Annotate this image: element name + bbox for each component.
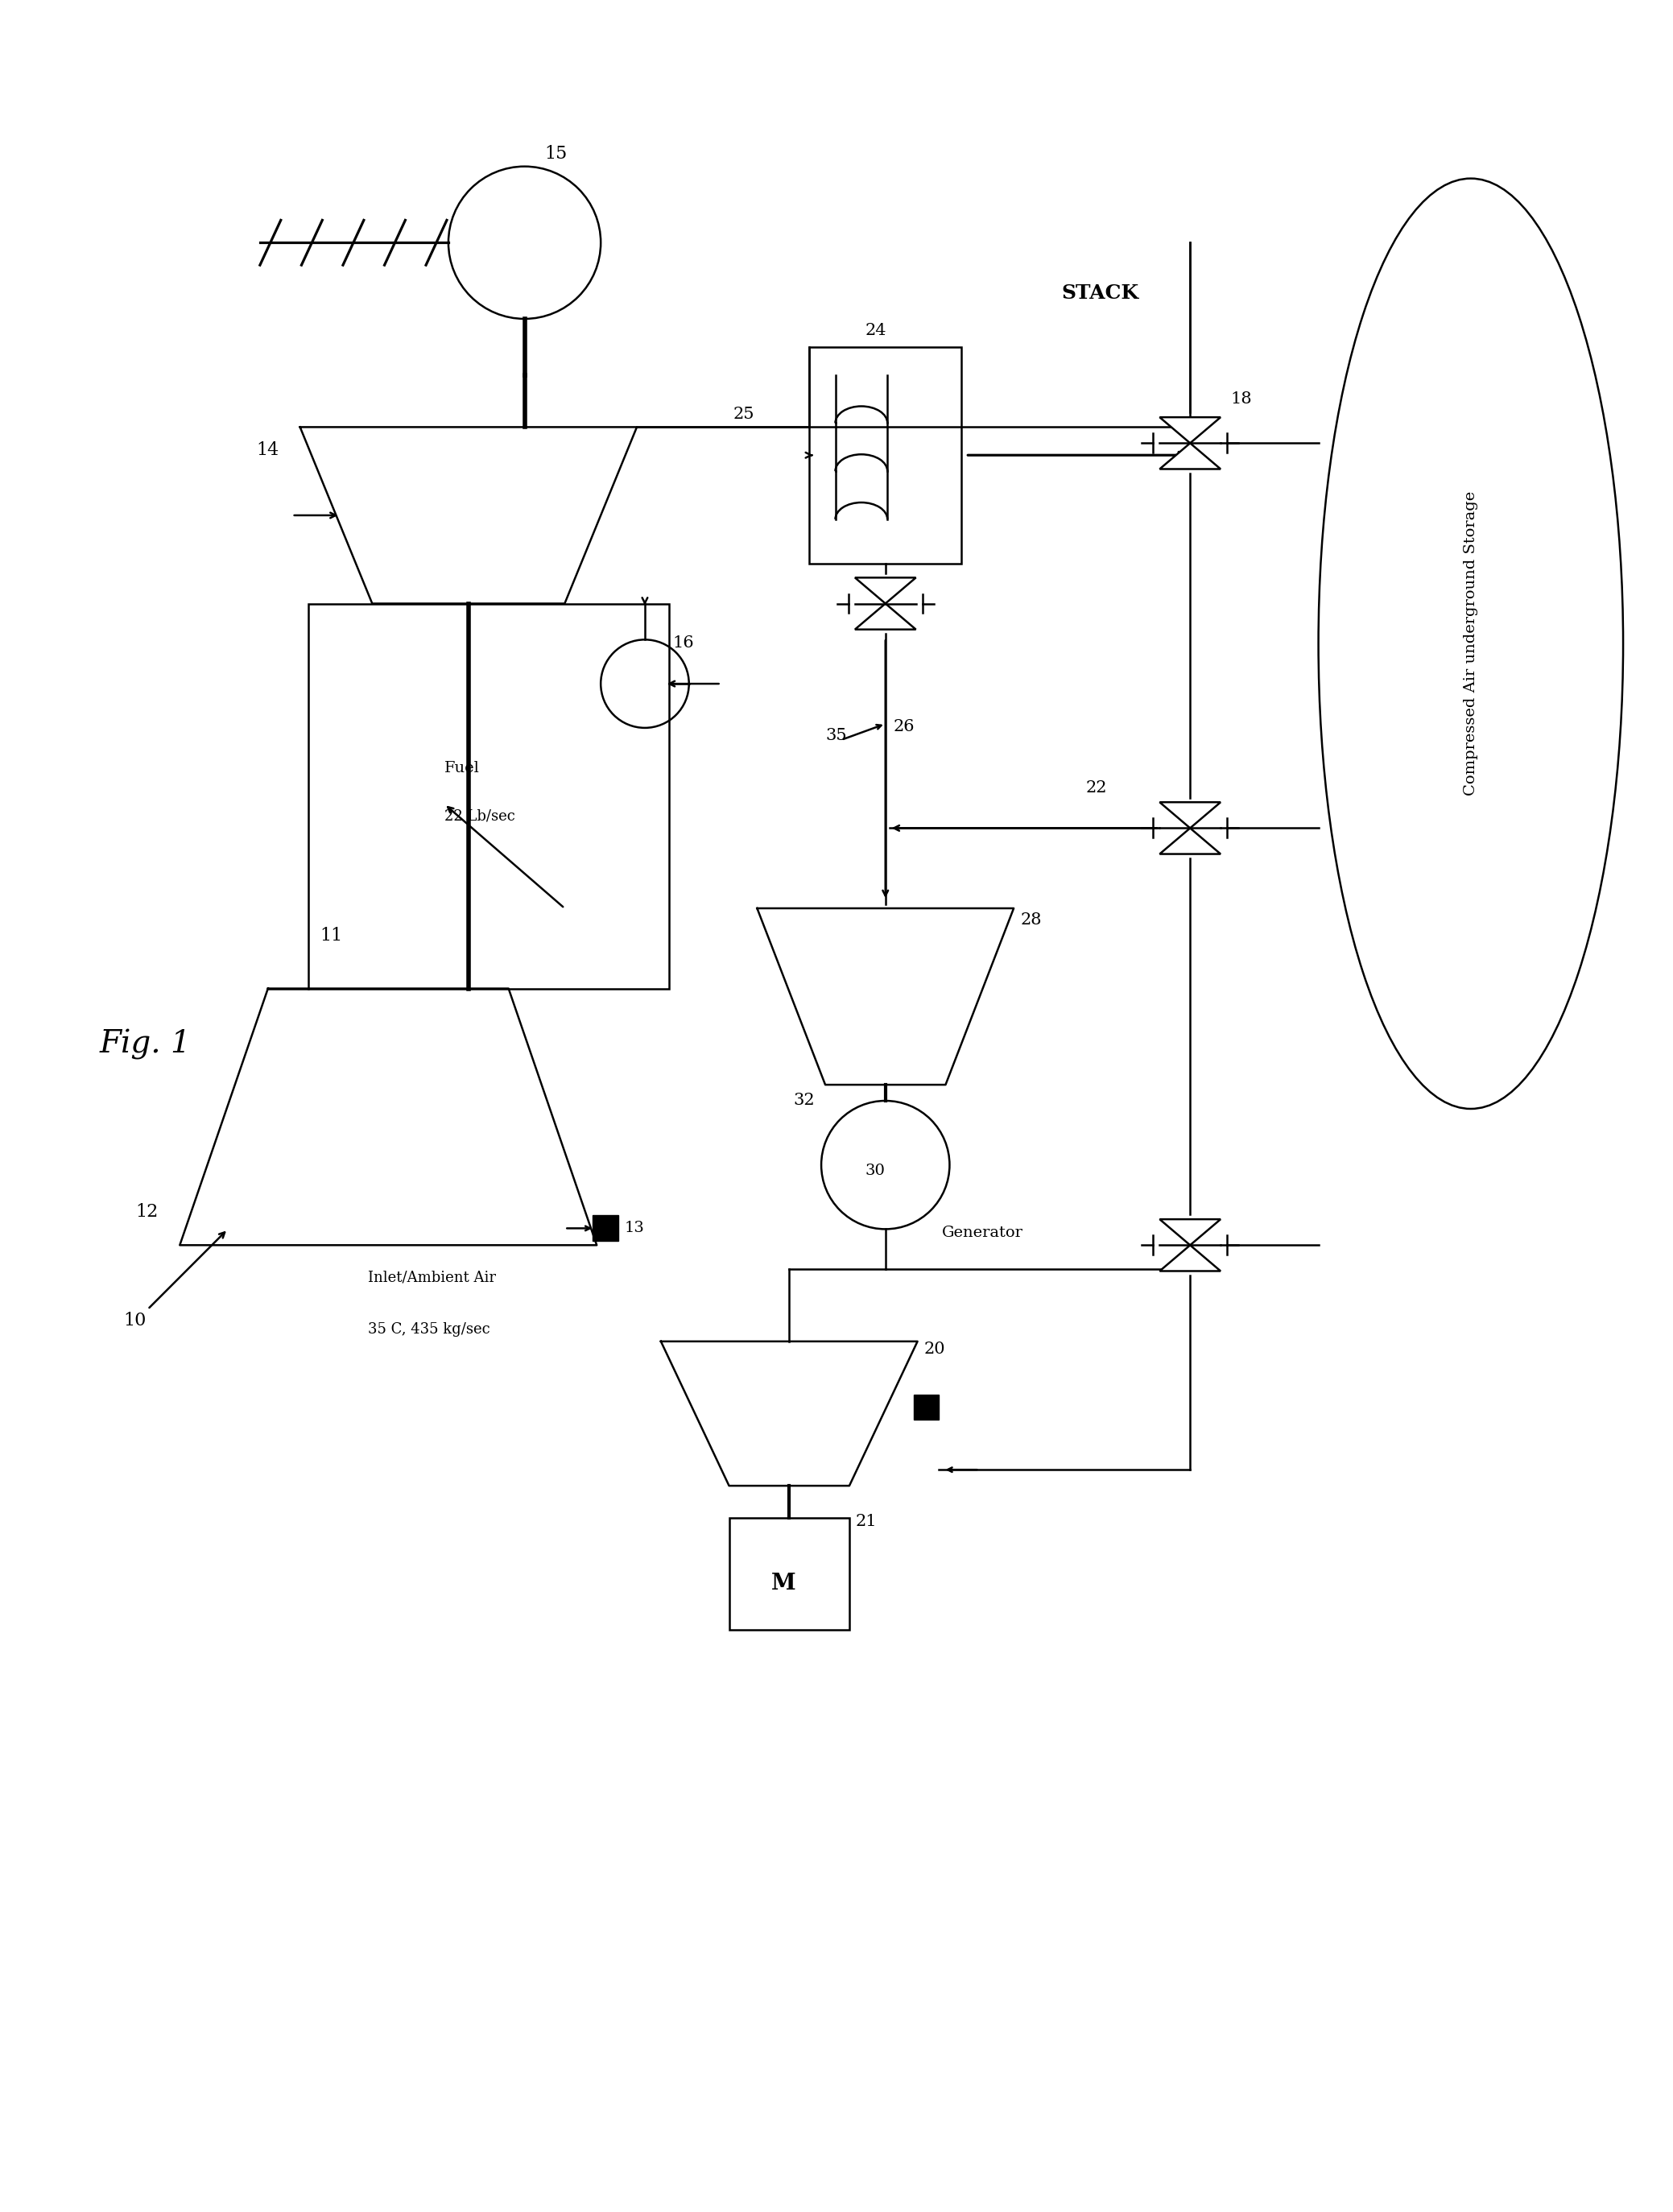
Polygon shape: [1159, 1219, 1221, 1245]
Polygon shape: [1159, 803, 1221, 827]
Text: Inlet/Ambient Air: Inlet/Ambient Air: [368, 1270, 497, 1285]
Polygon shape: [1159, 418, 1221, 442]
Text: 11: 11: [320, 927, 343, 945]
Text: 28: 28: [1021, 911, 1042, 927]
Text: 12: 12: [136, 1203, 159, 1221]
Text: 16: 16: [673, 635, 694, 650]
Polygon shape: [855, 604, 915, 630]
Text: 10: 10: [124, 1312, 147, 1329]
Text: STACK: STACK: [1062, 283, 1139, 303]
Bar: [729, 1517, 850, 1630]
Text: 21: 21: [857, 1513, 877, 1528]
Polygon shape: [1159, 1245, 1221, 1272]
Text: Fuel: Fuel: [445, 761, 480, 774]
Text: 35: 35: [825, 728, 847, 743]
Bar: [810, 347, 962, 564]
Polygon shape: [1159, 827, 1221, 854]
Text: 26: 26: [893, 719, 915, 734]
Text: 24: 24: [865, 323, 887, 338]
Text: 25: 25: [733, 407, 755, 422]
Text: M: M: [771, 1573, 796, 1595]
Text: Fig. 1: Fig. 1: [100, 1029, 191, 1060]
Text: Generator: Generator: [942, 1225, 1022, 1241]
Polygon shape: [1159, 442, 1221, 469]
Bar: [308, 604, 669, 989]
Text: 13: 13: [624, 1221, 644, 1237]
Text: 20: 20: [923, 1340, 945, 1356]
Text: Compressed Air underground Storage: Compressed Air underground Storage: [1464, 491, 1477, 796]
Polygon shape: [855, 577, 915, 604]
Text: 22: 22: [1086, 781, 1108, 796]
Text: 30: 30: [865, 1164, 885, 1177]
Text: 14: 14: [256, 442, 279, 460]
Text: 15: 15: [545, 144, 567, 161]
Bar: [592, 1214, 619, 1241]
Text: 35 C, 435 kg/sec: 35 C, 435 kg/sec: [368, 1323, 490, 1336]
Bar: [913, 1394, 939, 1420]
Text: 18: 18: [1230, 392, 1251, 407]
Text: 32: 32: [793, 1093, 815, 1108]
Text: 22 Lb/sec: 22 Lb/sec: [445, 810, 515, 823]
